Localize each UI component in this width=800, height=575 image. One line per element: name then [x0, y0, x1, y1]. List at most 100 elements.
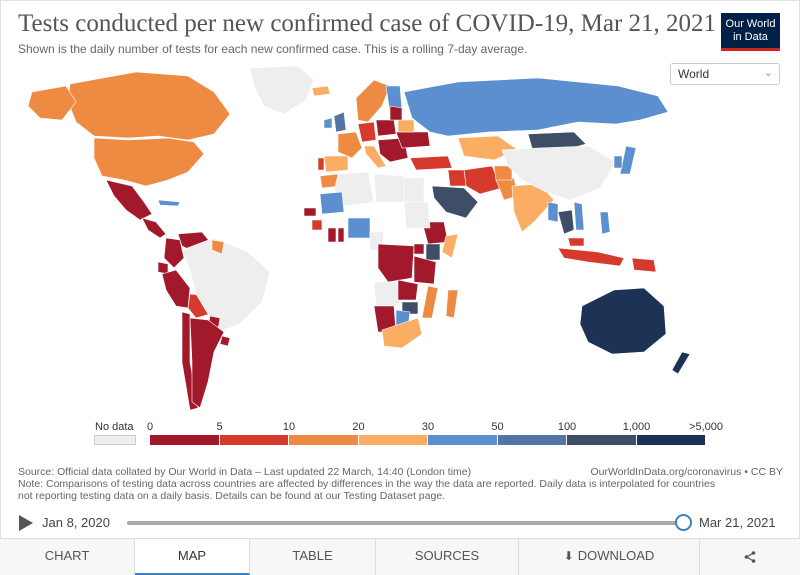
country-turkey[interactable]	[409, 155, 453, 171]
country-cuba[interactable]	[157, 199, 181, 207]
share-button[interactable]	[700, 539, 800, 575]
country-guyana[interactable]	[211, 239, 225, 255]
country-papua-new-guinea[interactable]	[631, 257, 657, 273]
country-dr-congo[interactable]	[377, 243, 415, 283]
timeline-track[interactable]	[127, 521, 684, 525]
country-thailand[interactable]	[557, 209, 575, 235]
country-ireland[interactable]	[323, 117, 333, 129]
download-icon: ⬇	[563, 549, 574, 563]
country-italy[interactable]	[363, 145, 387, 169]
country-senegal[interactable]	[303, 207, 317, 217]
country-guinea[interactable]	[311, 219, 323, 231]
legend-tick-label: 50	[491, 421, 504, 433]
legend-tick-label: 30	[421, 421, 435, 433]
country-baltics[interactable]	[389, 105, 403, 121]
country-madagascar[interactable]	[445, 289, 459, 319]
country-indonesia[interactable]	[557, 247, 625, 267]
country-south-africa[interactable]	[381, 317, 423, 349]
country-mexico[interactable]	[105, 179, 153, 221]
country-colombia[interactable]	[163, 237, 185, 269]
timeline-start-date[interactable]: Jan 8, 2020	[42, 515, 110, 530]
legend-nodata-swatch[interactable]	[94, 435, 136, 445]
tab-download[interactable]: ⬇ DOWNLOAD	[519, 539, 700, 575]
country-australia[interactable]	[579, 287, 667, 355]
country-ghana[interactable]	[327, 227, 337, 243]
country-china[interactable]	[501, 145, 617, 201]
country-brazil[interactable]	[181, 237, 271, 333]
country-angola[interactable]	[373, 281, 401, 307]
tab-table[interactable]: TABLE	[250, 539, 376, 575]
tab-chart[interactable]: CHART	[0, 539, 135, 575]
country-zimbabwe[interactable]	[401, 301, 419, 315]
country-somalia[interactable]	[441, 233, 459, 259]
legend: No data 0 5 10 20 30 50 100 1,000 >5,000	[0, 418, 800, 448]
owid-logo[interactable]: Our World in Data	[721, 13, 780, 51]
tab-sources[interactable]: SOURCES	[376, 539, 519, 575]
country-ukraine[interactable]	[395, 131, 431, 149]
country-greenland[interactable]	[249, 65, 315, 115]
country-philippines[interactable]	[599, 211, 611, 235]
country-libya[interactable]	[373, 173, 405, 203]
country-new-zealand[interactable]	[671, 351, 691, 375]
tab-bar: CHART MAP TABLE SOURCES ⬇ DOWNLOAD	[0, 538, 800, 575]
country-spain[interactable]	[323, 155, 349, 173]
country-myanmar[interactable]	[547, 201, 559, 223]
country-algeria[interactable]	[333, 171, 375, 207]
country-alaska[interactable]	[27, 85, 77, 121]
timeline-end-date[interactable]: Mar 21, 2021	[699, 515, 776, 530]
legend-bin[interactable]	[219, 435, 288, 445]
country-nigeria[interactable]	[347, 217, 371, 239]
country-japan[interactable]	[619, 145, 637, 175]
country-poland[interactable]	[375, 119, 397, 137]
legend-bin[interactable]	[567, 435, 636, 445]
country-mali[interactable]	[319, 191, 345, 215]
country-korea[interactable]	[613, 155, 623, 169]
play-icon[interactable]	[19, 515, 33, 531]
world-map	[27, 65, 691, 411]
country-germany[interactable]	[357, 121, 377, 143]
legend-bin[interactable]	[636, 435, 705, 445]
country-kenya[interactable]	[425, 243, 441, 261]
country-vietnam[interactable]	[573, 201, 585, 231]
country-belarus[interactable]	[397, 119, 415, 133]
country-scandinavia[interactable]	[355, 79, 391, 123]
legend-tick-label: 5	[216, 421, 223, 433]
region-select-value: World	[678, 67, 710, 81]
country-afghanistan[interactable]	[493, 165, 513, 181]
legend-tick-label: >5,000	[689, 421, 723, 433]
country-mozambique[interactable]	[421, 285, 439, 319]
legend-bin[interactable]	[358, 435, 427, 445]
country-argentina[interactable]	[189, 317, 225, 409]
country-canada[interactable]	[67, 71, 231, 141]
country-iceland[interactable]	[311, 85, 331, 97]
legend-bin[interactable]	[428, 435, 497, 445]
country-sudan[interactable]	[403, 201, 431, 229]
country-russia[interactable]	[403, 77, 669, 137]
note-line-2: not reporting testing data on a daily ba…	[18, 490, 446, 502]
legend-bin[interactable]	[289, 435, 358, 445]
country-france[interactable]	[337, 131, 363, 159]
region-select[interactable]: World ⌄	[670, 63, 780, 85]
country-uruguay[interactable]	[219, 335, 231, 347]
timeline-handle[interactable]	[675, 514, 692, 531]
country-central-america[interactable]	[141, 217, 167, 239]
legend-bin[interactable]	[497, 435, 566, 445]
country-zambia[interactable]	[397, 279, 419, 301]
country-malaysia[interactable]	[567, 237, 585, 247]
logo-line-2: in Data	[733, 31, 768, 43]
legend-bin[interactable]	[150, 435, 219, 445]
source-link[interactable]: OurWorldInData.org/coronavirus • CC BY	[590, 466, 783, 478]
country-saudi-arabia[interactable]	[431, 185, 479, 219]
country-united-states[interactable]	[93, 137, 205, 187]
country-portugal[interactable]	[317, 157, 325, 171]
country-tanzania[interactable]	[413, 255, 437, 285]
country-egypt[interactable]	[403, 177, 425, 203]
country-togo[interactable]	[337, 227, 345, 243]
country-uk[interactable]	[333, 111, 347, 133]
country-shapes	[27, 65, 691, 411]
country-iraq[interactable]	[447, 169, 467, 187]
country-ecuador[interactable]	[157, 261, 169, 275]
country-uganda[interactable]	[413, 243, 425, 255]
tab-map[interactable]: MAP	[135, 539, 250, 575]
country-peru[interactable]	[161, 269, 191, 309]
